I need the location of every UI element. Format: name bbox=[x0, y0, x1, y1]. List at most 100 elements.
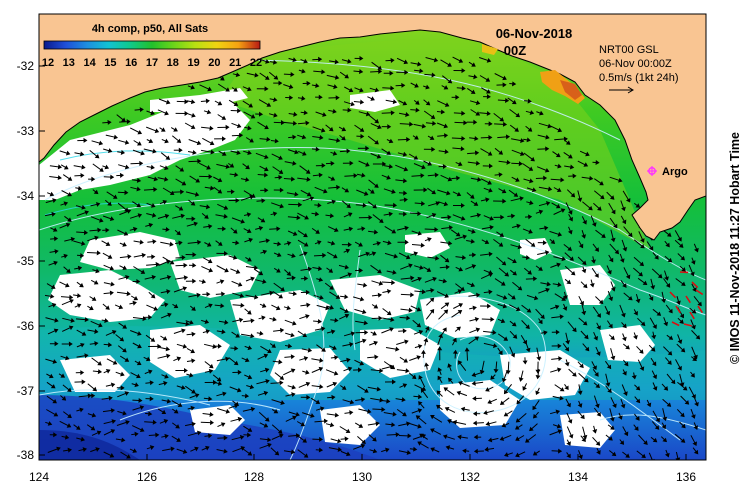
current-vector-head bbox=[221, 151, 227, 156]
current-vector-head bbox=[267, 348, 272, 354]
current-vector-head bbox=[274, 138, 279, 144]
current-vector-head bbox=[239, 132, 244, 138]
current-vector-head bbox=[611, 209, 616, 215]
colorbar-tick-label: 14 bbox=[83, 57, 96, 69]
current-vector-head bbox=[411, 374, 417, 380]
current-vector-head bbox=[584, 346, 590, 352]
current-vector-head bbox=[76, 303, 82, 309]
current-vector-head bbox=[164, 213, 170, 219]
current-vector-head bbox=[191, 306, 196, 311]
current-vector-head bbox=[80, 173, 85, 179]
current-vector-head bbox=[519, 196, 524, 201]
current-vector-head bbox=[349, 160, 354, 166]
current-vector-head bbox=[691, 324, 696, 330]
current-vector-head bbox=[151, 274, 157, 280]
current-vector-head bbox=[344, 313, 350, 319]
current-vector-head bbox=[301, 95, 306, 101]
current-vector-head bbox=[515, 177, 520, 182]
current-vector-head bbox=[621, 206, 626, 212]
current-vector-head bbox=[565, 140, 571, 145]
current-vector-head bbox=[374, 87, 380, 93]
current-vector-head bbox=[57, 164, 63, 170]
current-vector-head bbox=[357, 367, 362, 373]
land-mass bbox=[39, 14, 706, 241]
current-vector-head bbox=[316, 240, 322, 245]
current-vector-head bbox=[502, 121, 508, 127]
current-vector-head bbox=[225, 87, 230, 92]
current-vector-head bbox=[235, 72, 241, 78]
current-vector-head bbox=[402, 100, 408, 106]
current-vector-head bbox=[319, 436, 324, 442]
current-vector-head bbox=[444, 133, 449, 139]
current-vector-head bbox=[606, 364, 612, 370]
current-vector-head bbox=[473, 448, 478, 454]
current-vector-head bbox=[484, 446, 489, 452]
current-vector-head bbox=[67, 447, 72, 453]
current-vector-head bbox=[317, 318, 322, 324]
current-vector-head bbox=[505, 97, 510, 103]
current-vector-head bbox=[421, 289, 427, 295]
latitude-tick-label: -38 bbox=[17, 448, 35, 462]
current-vector-head bbox=[53, 328, 59, 334]
current-vector-head bbox=[543, 175, 548, 181]
current-vector-head bbox=[684, 400, 690, 405]
current-vector-head bbox=[680, 347, 686, 353]
current-vector-head bbox=[379, 368, 384, 374]
current-vector-head bbox=[409, 121, 414, 127]
current-vector-head bbox=[191, 216, 196, 222]
current-vector-head bbox=[155, 432, 160, 438]
current-vector-head bbox=[402, 328, 407, 334]
current-vector-head bbox=[502, 82, 507, 88]
current-vector-head bbox=[543, 330, 548, 336]
current-vector-head bbox=[280, 400, 285, 406]
current-vector-head bbox=[406, 421, 411, 427]
current-vector-head bbox=[403, 178, 408, 184]
current-vector-head bbox=[305, 289, 310, 295]
current-vector-head bbox=[680, 255, 685, 261]
current-vector-head bbox=[432, 276, 437, 282]
current-vector-head bbox=[416, 355, 421, 360]
current-vector-head bbox=[554, 304, 560, 310]
current-vector-head bbox=[410, 292, 415, 298]
current-vector-head bbox=[262, 249, 268, 255]
current-vector-head bbox=[457, 310, 463, 315]
current-vector-head bbox=[472, 252, 477, 258]
current-vector-head bbox=[217, 189, 223, 194]
current-vector-head bbox=[307, 347, 313, 353]
current-vector-head bbox=[511, 295, 516, 300]
current-vector-head bbox=[301, 134, 307, 140]
current-vector-head bbox=[287, 343, 293, 349]
current-vector-head bbox=[348, 87, 354, 93]
current-vector-head bbox=[54, 341, 59, 347]
current-vector-head bbox=[375, 421, 380, 427]
current-vector-head bbox=[418, 394, 423, 400]
current-vector-head bbox=[263, 423, 269, 428]
current-vector-head bbox=[486, 111, 491, 116]
current-vector-head bbox=[648, 296, 654, 301]
current-vector-head bbox=[515, 306, 521, 312]
current-vector-head bbox=[619, 258, 625, 263]
current-vector-head bbox=[274, 450, 280, 456]
current-vector-head bbox=[192, 252, 197, 258]
current-vector-head bbox=[164, 302, 169, 308]
current-vector-head bbox=[596, 313, 601, 318]
current-vector-head bbox=[302, 438, 307, 443]
current-vector-head bbox=[431, 189, 436, 195]
current-vector-head bbox=[419, 265, 424, 270]
current-vector-head bbox=[650, 285, 656, 290]
current-vector-head bbox=[306, 80, 311, 86]
current-vector-head bbox=[349, 399, 355, 405]
current-vector-head bbox=[126, 119, 131, 125]
current-vector-head bbox=[235, 240, 240, 246]
current-vector-head bbox=[333, 370, 339, 376]
argo-float-marker[interactable] bbox=[647, 166, 657, 176]
current-vector-head bbox=[529, 426, 534, 432]
current-vector-head bbox=[377, 65, 382, 70]
current-vector-head bbox=[378, 280, 384, 286]
current-vector-head bbox=[395, 346, 400, 352]
current-vector-head bbox=[261, 315, 266, 321]
current-vector-head bbox=[545, 146, 550, 152]
current-vector-head bbox=[386, 175, 391, 180]
current-vector-head bbox=[663, 321, 669, 327]
